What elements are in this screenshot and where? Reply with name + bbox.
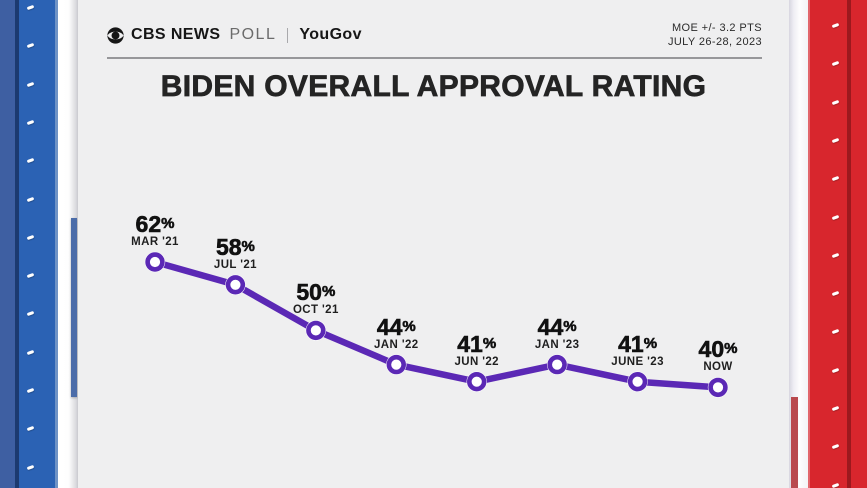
brand-separator bbox=[287, 27, 289, 43]
stripe-dash bbox=[26, 81, 35, 87]
card-header: CBS NEWS POLL YouGov MOE +/- 3.2 PTS JUL… bbox=[78, 0, 789, 49]
left-blue-stripe bbox=[0, 0, 60, 488]
stripe-dash bbox=[26, 311, 35, 317]
stripe-dash bbox=[26, 349, 35, 355]
percent-sign: % bbox=[482, 334, 497, 352]
data-point-value: 62% bbox=[135, 211, 175, 237]
stripe-dash bbox=[831, 444, 840, 450]
stripe-dash bbox=[831, 61, 840, 67]
data-point-date: MAR '21 bbox=[131, 236, 179, 248]
data-point-value: 58% bbox=[215, 233, 256, 260]
brand-partner: YouGov bbox=[299, 26, 362, 43]
stripe-dash bbox=[831, 367, 840, 373]
stripe-dash bbox=[831, 99, 840, 105]
stripe-dash bbox=[26, 234, 35, 240]
stripe-dash bbox=[831, 329, 840, 335]
stripe-dash bbox=[831, 482, 840, 488]
stripe-dash bbox=[831, 252, 840, 258]
stripe-dash bbox=[831, 405, 840, 412]
cbs-eye-icon bbox=[107, 26, 124, 44]
data-point-label-3: 44% JAN '22 bbox=[374, 313, 419, 352]
data-point-label-4: 41% JUN '22 bbox=[454, 330, 499, 369]
data-point-value: 50% bbox=[296, 279, 336, 306]
stripe-dash bbox=[26, 158, 35, 164]
data-point-label-2: 50% OCT '21 bbox=[293, 281, 339, 317]
moe-note: MOE +/- 3.2 PTS JULY 26-28, 2023 bbox=[668, 22, 762, 49]
data-point-date: JUNE '23 bbox=[611, 355, 664, 368]
data-point-date: JAN '23 bbox=[534, 338, 580, 351]
data-point-value: 40% bbox=[698, 336, 738, 363]
data-point-date: JUN '22 bbox=[454, 355, 499, 368]
data-point-label-6: 41% JUNE '23 bbox=[611, 330, 664, 369]
brand-lockup: CBS NEWS POLL YouGov bbox=[107, 22, 362, 44]
stripe-dash bbox=[831, 137, 840, 143]
data-point-value: 44% bbox=[376, 313, 417, 340]
stripe-dash bbox=[26, 272, 35, 279]
data-point-date: OCT '21 bbox=[292, 304, 339, 317]
stripe-dash bbox=[831, 176, 840, 182]
data-point-label-7: 40% NOW bbox=[698, 336, 738, 374]
data-point-value: 41% bbox=[457, 330, 497, 357]
red-accent-bar bbox=[791, 397, 798, 488]
data-point-label-0: 62% MAR '21 bbox=[131, 211, 179, 249]
percent-sign: % bbox=[563, 317, 577, 335]
percent-sign: % bbox=[161, 215, 175, 233]
percent-sign: % bbox=[241, 237, 255, 255]
right-card-gap bbox=[789, 0, 808, 488]
header-rule bbox=[107, 57, 762, 59]
percent-sign: % bbox=[402, 317, 416, 335]
stripe-dash bbox=[26, 464, 35, 470]
stripe-dash bbox=[26, 387, 35, 394]
data-point-value: 44% bbox=[537, 313, 577, 340]
percent-sign: % bbox=[724, 340, 738, 358]
data-point-label-1: 58% JUL '21 bbox=[213, 233, 257, 272]
right-red-stripe bbox=[808, 0, 867, 488]
data-point-date: NOW bbox=[703, 361, 733, 374]
percent-sign: % bbox=[643, 334, 658, 352]
brand-poll: POLL bbox=[229, 26, 277, 43]
blue-accent-bar bbox=[71, 218, 77, 397]
stripe-dash bbox=[26, 4, 35, 11]
stripe-dash bbox=[831, 22, 840, 29]
stripe-dash bbox=[26, 43, 35, 49]
stripe-dash bbox=[26, 426, 35, 432]
stripe-dash bbox=[831, 214, 840, 220]
data-point-date: JUL '21 bbox=[213, 258, 257, 271]
moe-line2: JULY 26-28, 2023 bbox=[667, 35, 762, 48]
data-point-label-5: 44% JAN '23 bbox=[534, 313, 580, 352]
percent-sign: % bbox=[321, 283, 336, 301]
stripe-dash bbox=[831, 290, 840, 297]
data-point-date: JAN '22 bbox=[374, 338, 419, 351]
moe-line1: MOE +/- 3.2 PTS bbox=[671, 22, 762, 34]
brand-cbs-news: CBS NEWS bbox=[131, 26, 221, 43]
page-title: BIDEN OVERALL APPROVAL RATING bbox=[160, 70, 707, 104]
stripe-dash bbox=[26, 119, 35, 125]
data-point-value: 41% bbox=[618, 330, 658, 357]
stripe-dash bbox=[26, 196, 35, 202]
poll-card: CBS NEWS POLL YouGov MOE +/- 3.2 PTS JUL… bbox=[78, 0, 789, 488]
